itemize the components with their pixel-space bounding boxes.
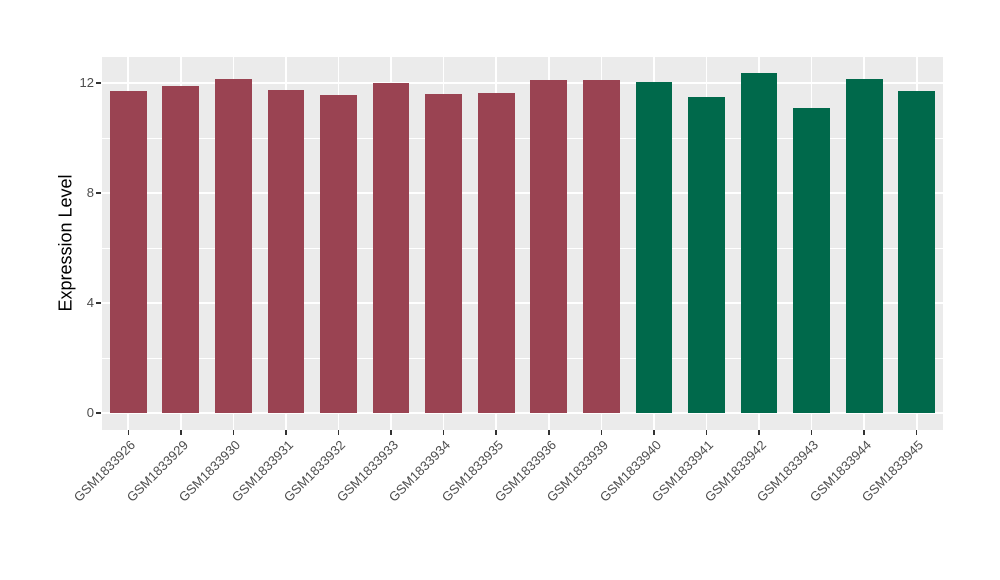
bar-GSM1833944	[845, 78, 883, 413]
bar-GSM1833945	[898, 91, 936, 413]
bar-GSM1833940	[635, 81, 673, 413]
x-tick-mark	[653, 430, 655, 435]
x-tick-mark	[127, 430, 130, 435]
y-tick-mark	[96, 192, 101, 194]
x-tick-mark	[915, 430, 918, 435]
bar-GSM1833932	[320, 95, 357, 413]
bar-GSM1833942	[740, 73, 778, 413]
minor-gridline	[102, 248, 943, 249]
y-tick-mark	[96, 412, 101, 414]
bar-GSM1833935	[477, 92, 515, 413]
x-tick-mark	[337, 430, 340, 435]
x-tick-mark	[180, 430, 182, 435]
minor-gridline	[102, 358, 943, 359]
plot-panel	[102, 57, 943, 430]
x-tick-mark	[600, 430, 603, 435]
x-tick-mark	[390, 430, 392, 435]
x-tick-mark	[810, 430, 813, 435]
x-tick-mark	[285, 430, 287, 435]
y-tick-label: 8	[86, 185, 94, 200]
bar-GSM1833939	[582, 80, 620, 413]
y-tick-mark	[96, 82, 101, 84]
bar-GSM1833926	[109, 91, 147, 413]
x-tick-mark	[232, 430, 235, 435]
bar-GSM1833941	[688, 96, 725, 413]
major-gridline	[102, 412, 943, 414]
bar-GSM1833933	[372, 83, 410, 413]
bar-GSM1833943	[793, 107, 830, 413]
x-tick-mark	[758, 430, 760, 435]
x-tick-mark	[495, 430, 497, 435]
bar-GSM1833936	[530, 80, 568, 413]
minor-gridline	[102, 138, 943, 139]
major-gridline	[102, 192, 943, 194]
bar-GSM1833930	[215, 78, 252, 413]
x-tick-mark	[548, 430, 550, 435]
y-tick-label: 4	[86, 295, 94, 310]
bar-GSM1833934	[425, 94, 463, 413]
x-tick-mark	[442, 430, 445, 435]
major-gridline	[102, 82, 943, 84]
major-gridline	[102, 302, 943, 304]
x-tick-mark	[863, 430, 865, 435]
bar-GSM1833931	[267, 89, 305, 413]
y-tick-label: 12	[79, 75, 94, 90]
x-tick-mark	[705, 430, 708, 435]
bar-GSM1833929	[162, 85, 200, 413]
y-tick-label: 0	[86, 405, 94, 420]
y-tick-mark	[96, 302, 101, 304]
